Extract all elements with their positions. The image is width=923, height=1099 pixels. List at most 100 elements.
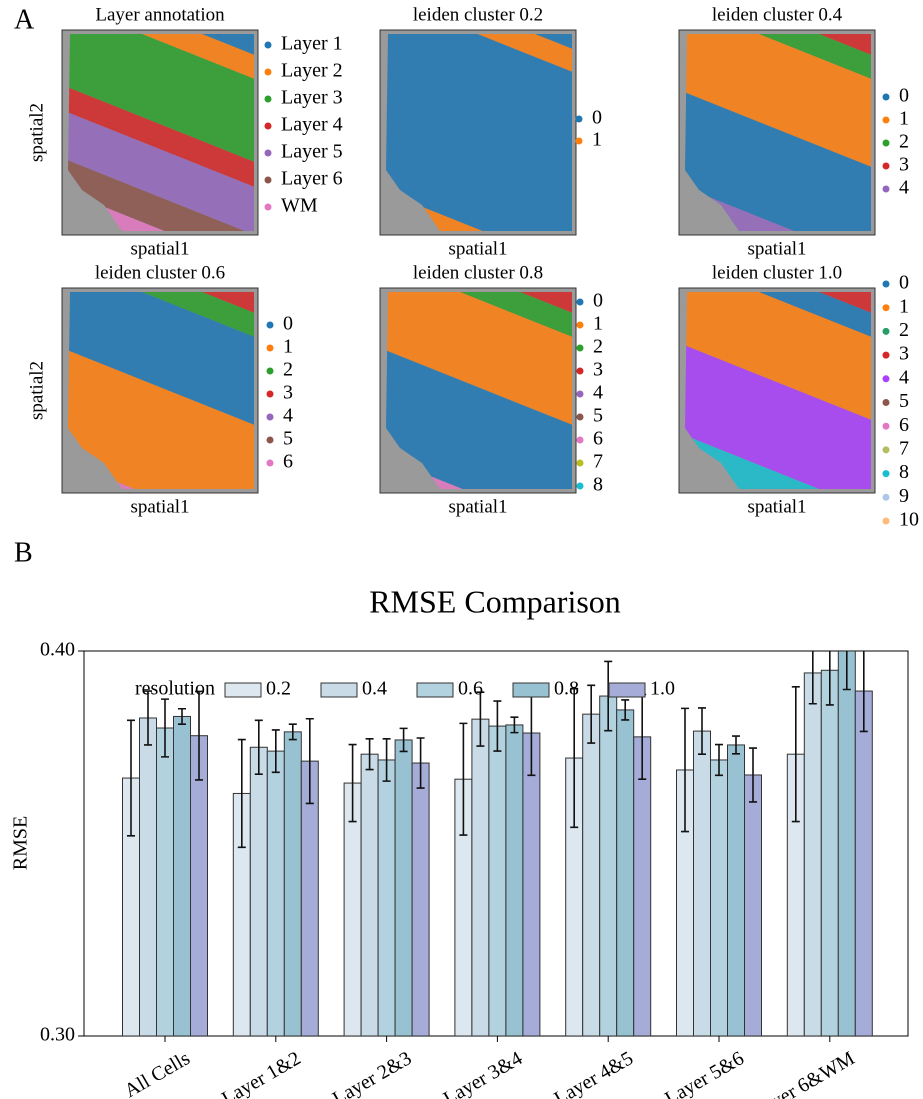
error-bar bbox=[570, 687, 579, 829]
legend-marker bbox=[576, 413, 584, 421]
x-tick-label: Layer 4&5 bbox=[550, 1047, 637, 1099]
bar bbox=[471, 718, 490, 1036]
error-bar bbox=[161, 698, 169, 758]
spatial-plot: leiden cluster 0.6 spatial1 spatial2 bbox=[26, 262, 259, 517]
legend-swatch bbox=[512, 682, 550, 698]
legend-label: 6 bbox=[899, 414, 909, 436]
legend-marker bbox=[576, 367, 584, 375]
legend-marker bbox=[882, 139, 890, 147]
legend-label: 0 bbox=[283, 313, 293, 335]
spatial-plot: leiden cluster 0.8 spatial1 bbox=[379, 262, 577, 517]
y-axis-label: spatial2 bbox=[26, 103, 47, 162]
subplot-title: leiden cluster 1.0 bbox=[712, 262, 842, 283]
bar bbox=[693, 730, 711, 1036]
bar bbox=[820, 669, 839, 1036]
legend-label: 1 bbox=[899, 108, 909, 130]
legend-label: 3 bbox=[899, 154, 909, 176]
legend-marker bbox=[882, 93, 890, 101]
cluster-region bbox=[68, 292, 254, 339]
x-tick-label: Layer 5&6 bbox=[661, 1047, 748, 1099]
error-bar bbox=[195, 690, 203, 781]
bar bbox=[505, 724, 524, 1036]
error-bar bbox=[271, 729, 280, 774]
error-bar bbox=[715, 743, 723, 777]
legend-label: Layer 6 bbox=[281, 168, 343, 190]
error-bar bbox=[732, 735, 740, 755]
bar bbox=[727, 744, 745, 1036]
cluster-region bbox=[685, 292, 871, 339]
error-bar bbox=[178, 707, 186, 725]
cluster-region bbox=[386, 292, 572, 427]
legend-marker bbox=[575, 137, 583, 145]
error-bar bbox=[604, 660, 613, 732]
legend-label: 0.8 bbox=[554, 678, 579, 700]
legend-label: 8 bbox=[899, 461, 909, 483]
spatial-plot: Layer annotation spatial1 spatial2 bbox=[26, 4, 259, 259]
y-axis-label: spatial2 bbox=[26, 361, 47, 420]
legend-marker bbox=[266, 344, 274, 352]
legend-label: Layer 4 bbox=[281, 114, 343, 136]
bar bbox=[394, 739, 413, 1036]
y-tick-label: 0.40 bbox=[40, 639, 75, 661]
panel-label: B bbox=[14, 537, 33, 568]
legend-label: 0 bbox=[899, 272, 909, 294]
legend-label: WM bbox=[281, 195, 318, 217]
error-bar bbox=[365, 737, 374, 771]
legend-label: 3 bbox=[283, 382, 293, 404]
bar bbox=[266, 750, 285, 1036]
legend-label: 2 bbox=[899, 319, 909, 341]
legend-label: 9 bbox=[899, 485, 909, 507]
legend-marker bbox=[264, 203, 272, 211]
legend-label: 0 bbox=[593, 290, 603, 312]
legend-marker bbox=[264, 68, 272, 76]
legend-marker bbox=[266, 459, 274, 467]
subplot-title: leiden cluster 0.8 bbox=[413, 262, 543, 283]
legend-label: 2 bbox=[283, 359, 293, 381]
spatial-plot: leiden cluster 0.2 spatial1 bbox=[379, 4, 577, 259]
legend-swatch bbox=[224, 682, 262, 698]
cluster-region bbox=[68, 158, 254, 231]
legend-label: 5 bbox=[899, 390, 909, 412]
error-bar bbox=[416, 737, 425, 789]
cluster-region bbox=[685, 343, 871, 489]
x-axis-label: spatial1 bbox=[130, 496, 189, 517]
legend-marker bbox=[882, 327, 890, 335]
legend-label: 5 bbox=[593, 405, 603, 427]
legend-marker bbox=[576, 459, 584, 467]
legend-marker bbox=[576, 344, 584, 352]
legend-swatch bbox=[608, 682, 646, 698]
legend-marker bbox=[882, 517, 890, 525]
cluster-region bbox=[386, 34, 572, 74]
bar bbox=[173, 715, 191, 1036]
bar bbox=[411, 762, 430, 1036]
legend-marker bbox=[882, 446, 890, 454]
x-axis-label: spatial1 bbox=[747, 238, 806, 259]
legend-label: 0.4 bbox=[362, 678, 387, 700]
subplot-title: leiden cluster 0.2 bbox=[413, 4, 543, 25]
legend-label: 0 bbox=[592, 107, 602, 129]
legend-marker bbox=[264, 176, 272, 184]
error-bar bbox=[254, 719, 263, 775]
legend-label: 10 bbox=[899, 509, 919, 531]
cluster-region bbox=[685, 433, 871, 489]
x-tick-label: Layer 1&2 bbox=[218, 1047, 305, 1099]
legend-label: 4 bbox=[899, 366, 909, 388]
error-bar bbox=[399, 727, 408, 753]
error-bar bbox=[237, 738, 246, 849]
legend-marker bbox=[576, 436, 584, 444]
x-axis-label: spatial1 bbox=[448, 238, 507, 259]
y-tick-label: 0.30 bbox=[40, 1024, 75, 1046]
cluster-region bbox=[68, 292, 254, 427]
bar bbox=[156, 727, 174, 1036]
spatial-plot: leiden cluster 1.0 spatial1 bbox=[678, 262, 876, 517]
legend-swatch bbox=[416, 682, 454, 698]
legend-label: 4 bbox=[593, 382, 603, 404]
legend-marker bbox=[575, 115, 583, 123]
legend-label: 8 bbox=[593, 474, 603, 496]
legend-marker bbox=[266, 321, 274, 329]
x-axis-label: spatial1 bbox=[130, 238, 189, 259]
legend-label: Layer 3 bbox=[281, 87, 343, 109]
cluster-region bbox=[386, 348, 572, 489]
legend-label: 2 bbox=[593, 336, 603, 358]
error-bar bbox=[587, 684, 596, 744]
